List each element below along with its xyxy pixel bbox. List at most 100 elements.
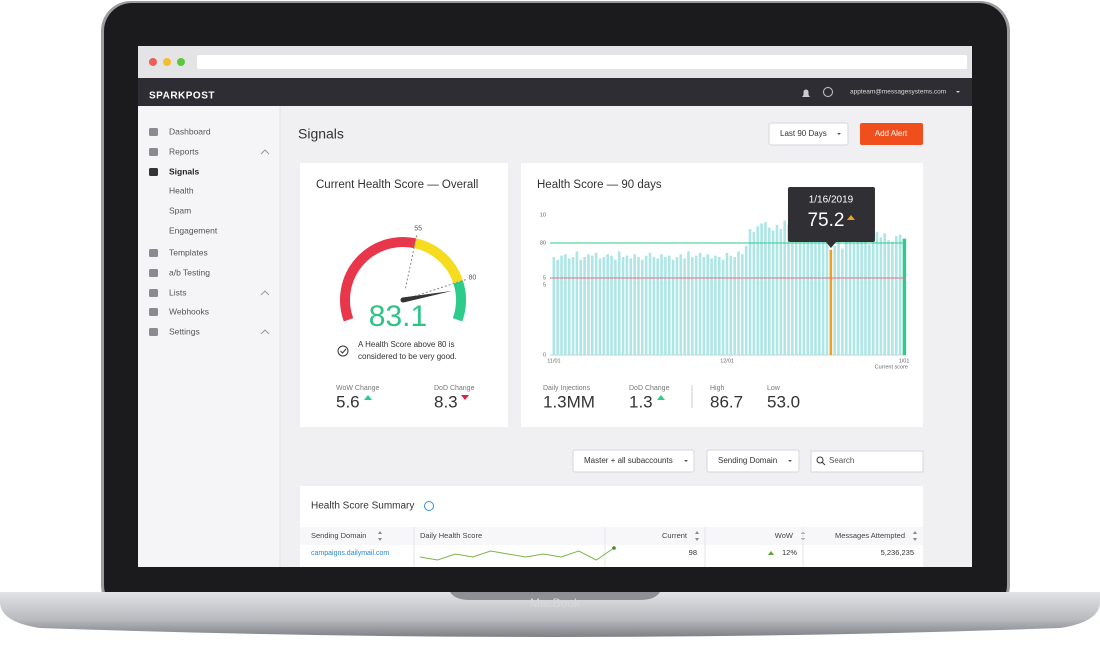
bar — [729, 255, 733, 355]
nav-icon — [149, 289, 158, 297]
bar — [683, 258, 686, 355]
window-maximize[interactable] — [177, 58, 185, 66]
bar — [571, 257, 575, 355]
sidebar-items: Dashboard Reports Signals Health Spam Engagem… — [149, 126, 270, 336]
gauge-note: considered to be very good. — [358, 352, 457, 361]
up-arrow — [657, 395, 665, 400]
column-header[interactable]: Messages Attempted — [835, 531, 905, 540]
bar — [818, 230, 821, 355]
stat-value: 1.3MM — [543, 392, 595, 411]
search-icon — [816, 456, 824, 464]
nav-item[interactable]: a/b Testing — [169, 267, 210, 277]
sort-icon — [801, 531, 805, 541]
x-tick-label: 12/01 — [720, 358, 734, 364]
bar — [667, 255, 671, 355]
bell-icon[interactable] — [802, 89, 810, 98]
date-range-label: Last 90 Days — [780, 129, 827, 138]
date-range-button[interactable] — [768, 122, 849, 146]
check-icon — [337, 345, 349, 357]
bar — [875, 231, 879, 355]
bar — [844, 237, 848, 355]
gauge-yellow — [413, 238, 463, 284]
nav-item[interactable]: Webhooks — [169, 306, 209, 316]
bar — [552, 257, 556, 355]
y-tick-label: 5 — [543, 275, 546, 281]
bar — [887, 240, 890, 355]
account-filter-label: Master + all subaccounts — [584, 456, 673, 465]
nav-item[interactable]: Settings — [169, 326, 200, 336]
nav-icon — [149, 328, 158, 336]
bar — [641, 259, 644, 355]
stat-value: 8.3 — [434, 392, 458, 411]
domain-filter[interactable] — [706, 449, 800, 473]
nav-item[interactable]: Engagement — [169, 225, 218, 235]
chart-title: Health Score — 90 days — [537, 179, 662, 191]
nav-item[interactable]: Health — [169, 185, 194, 195]
nav-item[interactable]: Dashboard — [169, 126, 211, 136]
page-title: Signals — [298, 126, 344, 142]
domain-link[interactable]: campaigns.dailymail.com — [311, 550, 389, 557]
current-cell: 98 — [689, 548, 697, 557]
bar — [614, 259, 617, 355]
account-filter[interactable] — [572, 449, 695, 473]
bar — [644, 255, 648, 355]
bar — [671, 259, 675, 355]
sparkline — [419, 547, 615, 561]
bar — [856, 238, 860, 355]
caret — [788, 460, 792, 462]
bar — [860, 236, 863, 355]
nav-item[interactable]: Spam — [169, 205, 191, 215]
bar — [560, 255, 563, 355]
stat-label: WoW Change — [336, 385, 380, 392]
stat-label: Low — [767, 385, 781, 392]
column-header[interactable]: Sending Domain — [311, 531, 366, 540]
y-tick-label: 5 — [543, 282, 546, 288]
column-header[interactable]: Daily Health Score — [420, 531, 482, 540]
stat-label: High — [710, 385, 725, 392]
needle-hub — [400, 297, 406, 303]
nav-item[interactable]: Templates — [169, 247, 208, 257]
window-minimize[interactable] — [163, 58, 171, 66]
up-arrow — [364, 395, 372, 400]
bar — [806, 233, 810, 355]
bar — [567, 258, 571, 355]
bar — [848, 231, 852, 355]
bar — [698, 252, 702, 355]
sparkline-end — [612, 546, 616, 550]
nav-item[interactable]: Reports — [169, 146, 199, 156]
add-alert-button[interactable] — [860, 123, 923, 145]
bar — [741, 254, 744, 355]
stat-value: 5.6 — [336, 392, 360, 411]
search-box[interactable] — [810, 450, 924, 473]
bar — [625, 255, 629, 355]
bar — [656, 258, 660, 355]
stat-value: 1.3 — [629, 392, 653, 411]
user-menu[interactable]: appteam@messagesystems.com — [850, 89, 946, 96]
window-close[interactable] — [149, 58, 157, 66]
bar — [779, 229, 783, 355]
x-tick-label: 1/01 — [899, 358, 910, 364]
threshold-line — [405, 235, 418, 289]
threshold-label: 80 — [469, 274, 477, 281]
bar — [775, 224, 779, 355]
threshold-line — [414, 279, 466, 297]
bar — [810, 226, 813, 355]
bar — [590, 255, 594, 355]
chevron — [260, 290, 270, 296]
bar — [675, 257, 679, 355]
logo[interactable]: SPARKPOST — [149, 91, 215, 102]
gauge-note: A Health Score above 80 is — [358, 340, 455, 349]
help-icon[interactable] — [823, 87, 833, 97]
gauge-card — [300, 163, 508, 427]
bar — [629, 258, 633, 355]
url-bar[interactable] — [197, 55, 967, 69]
column-header[interactable]: WoW — [775, 531, 794, 540]
nav-item[interactable]: Signals — [169, 166, 200, 176]
bar — [898, 234, 902, 355]
column-header[interactable]: Current — [662, 531, 688, 540]
needle — [402, 290, 453, 303]
nav-item[interactable]: Lists — [169, 287, 186, 297]
bar — [829, 249, 833, 355]
info-icon[interactable] — [424, 501, 434, 511]
bar — [883, 233, 887, 355]
